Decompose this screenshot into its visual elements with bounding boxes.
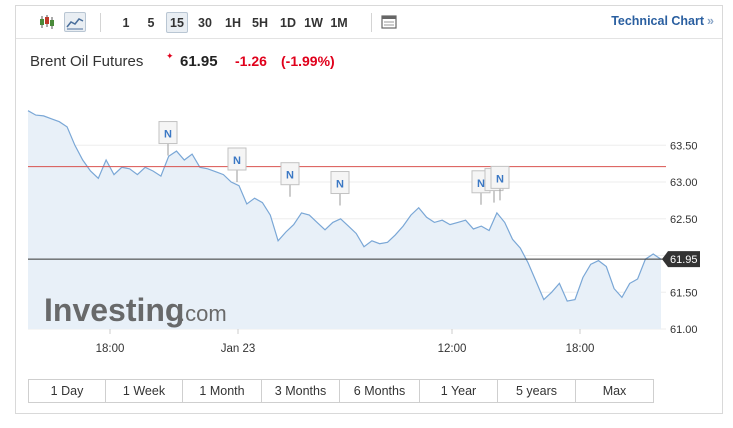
period-1-year[interactable]: 1 Year — [420, 380, 498, 402]
news-marker[interactable]: N — [280, 162, 300, 197]
interval-5[interactable]: 5 — [147, 16, 155, 30]
news-marker-box — [490, 165, 510, 189]
double-chevron-right-icon: » — [707, 14, 714, 28]
news-marker-label: N — [233, 155, 241, 167]
interval-30[interactable]: 30 — [198, 16, 212, 30]
period-selector: 1 Day 1 Week 1 Month 3 Months 6 Months 1 Year… — [28, 379, 654, 403]
technical-chart-label: Technical Chart — [611, 14, 705, 28]
watermark-suffix: .com — [179, 301, 227, 326]
period-5-years[interactable]: 5 years — [498, 380, 576, 402]
interval-1[interactable]: 1 — [122, 16, 130, 30]
news-marker-label: N — [496, 173, 504, 185]
news-marker-label: N — [164, 129, 172, 141]
y-tick-label: 61.50 — [670, 287, 698, 299]
x-tick-label: 18:00 — [566, 343, 595, 355]
candlestick-icon[interactable] — [36, 12, 58, 32]
y-tick-label: 63.00 — [670, 177, 698, 189]
news-marker[interactable]: N — [490, 165, 510, 201]
news-marker-box — [227, 147, 247, 171]
news-markers: NNNNNNN — [158, 121, 510, 206]
news-marker-box — [280, 162, 300, 186]
interval-15[interactable]: 15 — [166, 12, 188, 33]
technical-chart-link[interactable]: Technical Chart» — [611, 14, 714, 28]
interval-1m[interactable]: 1M — [330, 16, 348, 30]
interval-1h[interactable]: 1H — [225, 16, 241, 30]
y-tick-label: 61.00 — [670, 324, 698, 336]
period-3-months[interactable]: 3 Months — [262, 380, 340, 402]
y-tick-label: 63.50 — [670, 140, 698, 152]
delayed-marker-icon: ✦ — [166, 51, 174, 61]
instrument-title: Brent Oil Futures — [30, 53, 143, 70]
period-max[interactable]: Max — [576, 380, 653, 402]
news-marker-box — [330, 171, 350, 195]
last-price: 61.95 — [180, 53, 218, 70]
interval-1d[interactable]: 1D — [280, 16, 296, 30]
news-marker-box — [158, 121, 178, 145]
price-chart[interactable]: NNNNNNN Investing .com Brent Oil Futures… — [16, 39, 722, 374]
area-chart-icon[interactable] — [64, 12, 86, 32]
last-price-tag: 61.95 — [662, 251, 700, 268]
news-marker-label: N — [286, 170, 294, 182]
watermark-brand: Investing — [44, 292, 184, 328]
news-marker[interactable]: N — [330, 171, 350, 206]
y-tick-label: 62.50 — [670, 214, 698, 226]
news-marker[interactable]: N — [158, 121, 178, 156]
toolbar-divider — [100, 13, 101, 32]
interval-1w[interactable]: 1W — [304, 16, 323, 30]
period-1-day[interactable]: 1 Day — [29, 380, 106, 402]
news-marker[interactable]: N — [227, 147, 247, 182]
last-price-tag-value: 61.95 — [670, 254, 698, 266]
price-line — [27, 110, 662, 302]
last-price-tag-background — [662, 251, 700, 268]
table-icon[interactable] — [378, 12, 400, 32]
toolbar-divider — [371, 13, 372, 32]
x-tick-label: 12:00 — [438, 343, 467, 355]
interval-5h[interactable]: 5H — [252, 16, 268, 30]
period-1-week[interactable]: 1 Week — [106, 380, 183, 402]
price-change-percent: (-1.99%) — [281, 53, 335, 69]
news-marker-label: N — [477, 178, 485, 190]
news-marker-label: N — [336, 179, 344, 191]
price-area — [28, 110, 661, 329]
period-6-months[interactable]: 6 Months — [340, 380, 420, 402]
x-tick-label: 18:00 — [96, 343, 125, 355]
period-1-month[interactable]: 1 Month — [183, 380, 262, 402]
x-axis: 18:00 Jan 23 12:00 18:00 — [96, 329, 595, 355]
price-change: -1.26 — [235, 53, 267, 69]
x-tick-label: Jan 23 — [221, 343, 256, 355]
chart-toolbar: 1 5 15 30 1H 5H 1D 1W 1M Technical Chart» — [16, 6, 722, 39]
